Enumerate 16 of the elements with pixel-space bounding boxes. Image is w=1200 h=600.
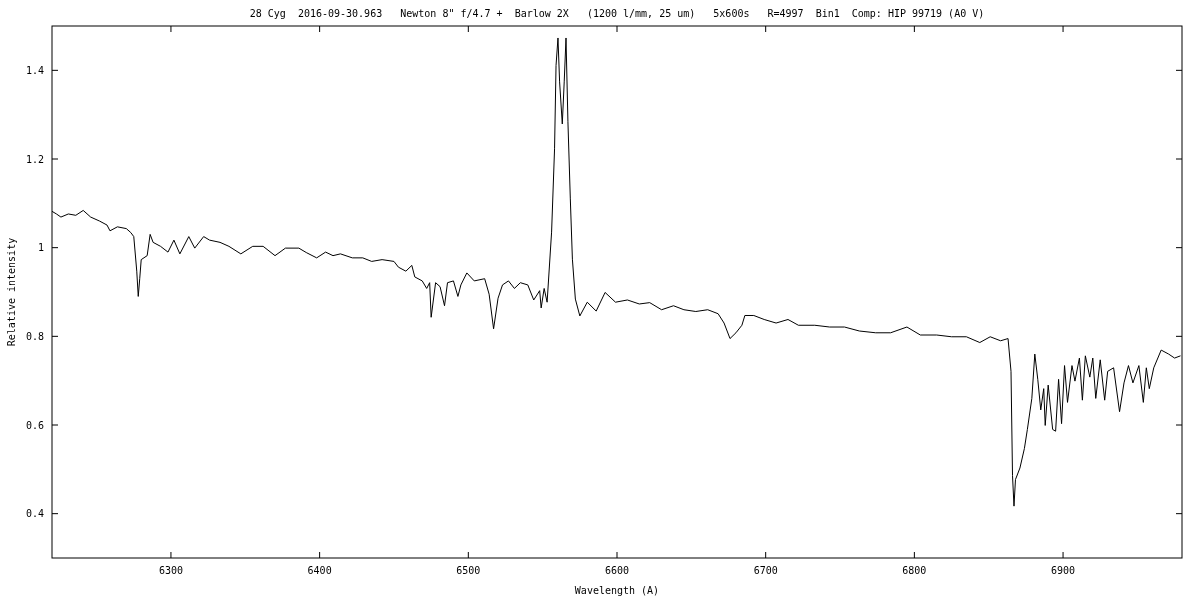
y-tick-label: 1.4 [25,64,44,76]
y-tick-label: 0.4 [25,508,44,520]
x-tick-label: 6900 [1051,565,1076,576]
x-tick-label: 6300 [158,565,183,576]
y-tick-label: 1 [37,242,44,254]
x-tick-label: 6500 [456,565,481,576]
chart-title: 28 Cyg 2016-09-30.963 Newton 8" f/4.7 + Barlow 2X (1200 l/mm, 25 um) 5x600s R=4997 Bin1 Comp: HIP 99719 (A0 V) [249,8,985,19]
y-tick-label: 0.8 [25,330,44,342]
y-tick-label: 1.2 [25,153,44,165]
x-tick-label: 6800 [902,565,927,576]
x-tick-label: 6400 [307,565,332,576]
x-tick-label: 6700 [753,565,778,576]
y-axis-title: Relative intensity [6,237,17,347]
x-tick-label: 6600 [604,565,630,576]
y-tick-label: 0.6 [25,419,44,431]
x-axis-title: Wavelength (A) [574,585,660,596]
